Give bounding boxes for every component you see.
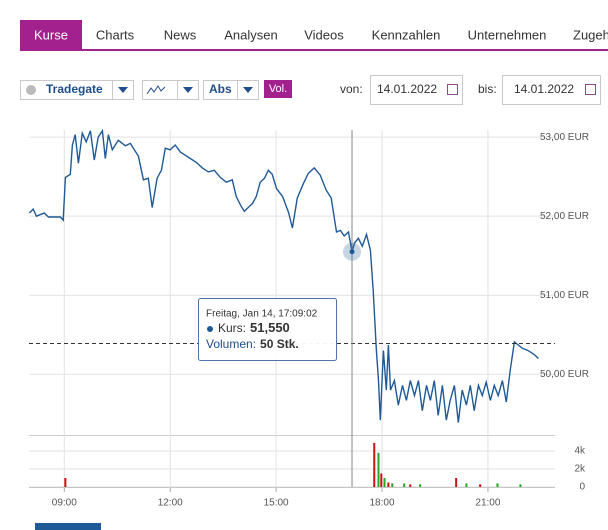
tooltip-volume: Volumen: 50 Stk.: [206, 337, 299, 351]
volume-button[interactable]: [264, 80, 292, 98]
calendar-icon[interactable]: [447, 84, 458, 95]
x-tick-label: 12:00: [158, 498, 183, 509]
volume-bar: [391, 483, 394, 487]
select-box: [203, 80, 259, 100]
hover-point: [349, 249, 355, 255]
line-icon: [146, 85, 166, 95]
date-input[interactable]: [502, 75, 601, 105]
y-tick-label: 50,00 EUR: [540, 369, 589, 380]
grid: 09:00 12:00 15:00 18:00 21:00 53,00 EUR 52,00 …: [29, 130, 589, 509]
volume-bar: [380, 473, 383, 487]
y-tick-label: 52,00 EUR: [540, 211, 589, 222]
tab[interactable]: Analysen: [224, 27, 277, 42]
volume-bar: [496, 483, 499, 487]
volume-bar: [387, 482, 390, 487]
from-label: von:: [340, 82, 363, 96]
tab[interactable]: Zugeh: [573, 27, 608, 42]
clock-icon: [26, 85, 36, 95]
tab[interactable]: Unternehmen: [468, 27, 547, 42]
tab[interactable]: Kurse: [34, 27, 68, 42]
x-tick-label: 15:00: [264, 498, 289, 509]
volume-bar: [377, 452, 380, 487]
select-box: [142, 80, 199, 100]
x-tick-label: 09:00: [52, 498, 77, 509]
price-value: 51,550: [250, 320, 290, 335]
x-tick-label: 18:00: [370, 498, 395, 509]
volume-bar: [409, 484, 412, 487]
volume-bar: [455, 478, 458, 487]
select-box: [20, 80, 134, 100]
dropdown-arrow: [243, 87, 253, 93]
exchange: Tradegate: [46, 82, 103, 96]
from-date[interactable]: 14.01.2022: [377, 82, 437, 96]
y-tick-label: 0: [579, 482, 585, 493]
tab[interactable]: Videos: [304, 27, 344, 42]
volume-bar: [383, 478, 386, 487]
active-tab[interactable]: [20, 20, 82, 50]
volume-bar: [419, 484, 422, 487]
tab[interactable]: News: [164, 27, 197, 42]
tooltip-box: [198, 298, 337, 361]
dropdown-arrow: [183, 87, 193, 93]
tooltip-price: Kurs: 51,550: [218, 320, 290, 335]
to-date[interactable]: 14.01.2022: [514, 82, 574, 96]
tab[interactable]: Charts: [96, 27, 135, 42]
volume-bar: [519, 484, 522, 487]
price-label: Kurs:: [218, 321, 246, 335]
mode-select[interactable]: Abs: [203, 80, 259, 100]
mode: Abs: [209, 82, 232, 96]
volume-value: 50 Stk.: [260, 337, 299, 351]
chart-type-select[interactable]: [142, 80, 199, 100]
calendar-icon[interactable]: [585, 84, 596, 95]
y-tick-label: 53,00 EUR: [540, 132, 589, 143]
volume-label: Volumen:: [206, 337, 256, 351]
volume-bar: [479, 484, 482, 487]
y-tick-label: 4k: [574, 446, 586, 457]
y-tick-label: 51,00 EUR: [540, 290, 589, 301]
footer-button[interactable]: [35, 523, 101, 530]
marks: [28, 128, 539, 487]
volume-bar: [403, 483, 406, 487]
price-line: [28, 128, 539, 423]
exchange-select[interactable]: Tradegate: [20, 80, 134, 100]
volume-bar: [465, 483, 468, 487]
tooltip-bullet: [207, 326, 213, 332]
x-tick-label: 21:00: [475, 498, 500, 509]
tab[interactable]: Kennzahlen: [372, 27, 441, 42]
volume-toggle[interactable]: Vol.: [269, 83, 287, 95]
tooltip-title: Freitag, Jan 14, 17:09:02: [206, 309, 318, 320]
dropdown-arrow: [118, 87, 128, 93]
volume-bar: [64, 478, 67, 487]
y-tick-label: 2k: [574, 464, 586, 475]
to-label: bis:: [478, 82, 497, 96]
volume-bar: [373, 442, 376, 487]
